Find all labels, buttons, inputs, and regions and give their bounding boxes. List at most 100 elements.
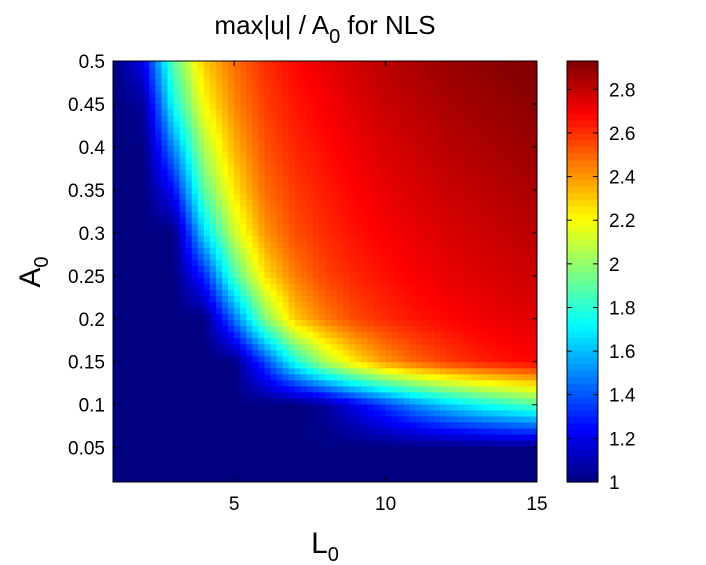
- heatmap-cell: [143, 307, 150, 315]
- heatmap-cell: [222, 337, 229, 345]
- heatmap-cell: [476, 271, 484, 279]
- heatmap-cell: [312, 289, 320, 297]
- heatmap-cell: [113, 421, 120, 429]
- heatmap-cell: [119, 475, 126, 482]
- heatmap-cell: [240, 295, 247, 303]
- heatmap-cell: [355, 187, 362, 194]
- heatmap-cell: [252, 199, 259, 206]
- heatmap-cell: [446, 373, 453, 381]
- heatmap-cell: [300, 427, 308, 435]
- heatmap-cell: [494, 169, 502, 176]
- heatmap-cell: [240, 403, 247, 411]
- heatmap-cell: [500, 73, 508, 80]
- heatmap-cell: [203, 271, 211, 279]
- heatmap-cell: [155, 79, 163, 86]
- heatmap-cell: [524, 457, 532, 465]
- heatmap-cell: [379, 61, 387, 68]
- heatmap-cell: [325, 145, 332, 152]
- heatmap-cell: [222, 253, 229, 261]
- heatmap-cell: [282, 175, 290, 182]
- heatmap-cell: [476, 403, 484, 411]
- heatmap-cell: [209, 397, 217, 405]
- heatmap-cell: [391, 361, 399, 369]
- heatmap-cell: [306, 103, 314, 110]
- heatmap-cell: [131, 73, 138, 80]
- heatmap-cell: [373, 307, 381, 315]
- heatmap-cell: [264, 439, 272, 447]
- heatmap-cell: [397, 247, 405, 255]
- heatmap-cell: [482, 373, 490, 381]
- heatmap-cell: [215, 313, 223, 321]
- heatmap-cell: [240, 439, 247, 447]
- heatmap-cell: [215, 145, 223, 152]
- heatmap-cell: [367, 373, 375, 381]
- heatmap-cell: [337, 151, 344, 158]
- heatmap-cell: [209, 127, 217, 134]
- heatmap-cell: [312, 115, 320, 122]
- heatmap-cell: [494, 427, 502, 435]
- heatmap-cell: [409, 289, 417, 297]
- heatmap-cell: [427, 445, 435, 453]
- heatmap-cell: [325, 367, 332, 375]
- heatmap-cell: [270, 241, 278, 249]
- heatmap-cell: [494, 115, 502, 122]
- heatmap-cell: [240, 253, 247, 261]
- heatmap-cell: [131, 151, 138, 158]
- heatmap-cell: [427, 463, 435, 471]
- heatmap-cell: [185, 163, 193, 170]
- heatmap-cell: [367, 127, 375, 134]
- heatmap-cell: [452, 241, 459, 249]
- heatmap-cell: [240, 181, 247, 188]
- heatmap-cell: [385, 133, 393, 140]
- heatmap-cell: [179, 217, 187, 224]
- heatmap-cell: [234, 469, 241, 477]
- heatmap-cell: [482, 223, 490, 230]
- heatmap-cell: [167, 283, 175, 291]
- heatmap-cell: [113, 301, 120, 309]
- heatmap-cell: [276, 175, 284, 182]
- heatmap-cell: [385, 97, 393, 104]
- heatmap-cell: [470, 85, 478, 92]
- heatmap-cell: [222, 133, 229, 140]
- heatmap-cell: [391, 97, 399, 104]
- heatmap-cell: [143, 259, 150, 267]
- heatmap-cell: [500, 223, 508, 230]
- heatmap-cell: [143, 463, 150, 471]
- heatmap-cell: [434, 421, 441, 429]
- heatmap-cell: [234, 151, 241, 158]
- heatmap-cell: [294, 355, 302, 363]
- heatmap-cell: [427, 121, 435, 128]
- heatmap-cell: [476, 283, 484, 291]
- heatmap-cell: [452, 403, 459, 411]
- heatmap-cell: [494, 331, 502, 339]
- heatmap-cell: [276, 427, 284, 435]
- heatmap-cell: [403, 373, 411, 381]
- heatmap-cell: [446, 169, 453, 176]
- heatmap-cell: [125, 319, 132, 327]
- heatmap-cell: [524, 337, 532, 345]
- heatmap-cell: [434, 427, 441, 435]
- heatmap-cell: [391, 229, 399, 237]
- heatmap-cell: [415, 199, 423, 206]
- heatmap-cell: [488, 265, 496, 273]
- heatmap-cell: [179, 343, 187, 351]
- heatmap-cell: [325, 169, 332, 176]
- heatmap-cell: [209, 421, 217, 429]
- heatmap-cell: [282, 211, 290, 218]
- heatmap-cell: [119, 415, 126, 423]
- heatmap-cell: [149, 355, 156, 363]
- heatmap-cell: [234, 121, 241, 128]
- heatmap-cell: [343, 343, 350, 351]
- heatmap-cell: [113, 199, 120, 206]
- heatmap-cell: [197, 457, 205, 465]
- heatmap-cells: [113, 61, 537, 482]
- heatmap-cell: [131, 133, 138, 140]
- heatmap-cell: [440, 229, 447, 237]
- heatmap-cell: [524, 469, 532, 477]
- heatmap-cell: [155, 253, 163, 261]
- heatmap-cell: [155, 421, 163, 429]
- heatmap-cell: [209, 385, 217, 393]
- heatmap-cell: [203, 241, 211, 249]
- heatmap-cell: [252, 241, 259, 249]
- heatmap-cell: [530, 475, 537, 482]
